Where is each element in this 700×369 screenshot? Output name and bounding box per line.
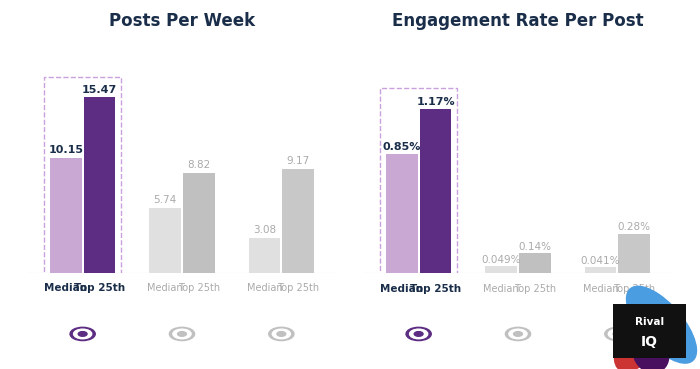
Bar <box>282 169 314 273</box>
Bar <box>380 88 457 294</box>
Text: IQ: IQ <box>640 335 658 349</box>
Text: Top 25th: Top 25th <box>277 283 319 293</box>
Text: 15.47: 15.47 <box>82 85 117 94</box>
Text: Top 25th: Top 25th <box>74 283 125 293</box>
Text: Median: Median <box>44 283 88 293</box>
Bar <box>618 234 650 273</box>
Text: Top 25th: Top 25th <box>613 283 655 294</box>
Text: 0.28%: 0.28% <box>617 222 651 232</box>
Text: 9.17: 9.17 <box>286 156 310 166</box>
Text: 10.15: 10.15 <box>48 145 83 155</box>
Text: 0.85%: 0.85% <box>383 142 421 152</box>
Text: Top 25th: Top 25th <box>514 283 556 294</box>
Bar <box>519 254 551 273</box>
Text: 1.17%: 1.17% <box>416 97 455 107</box>
Bar <box>386 154 418 273</box>
Bar <box>584 267 617 273</box>
Bar <box>485 266 517 273</box>
Text: Median: Median <box>380 283 424 294</box>
Bar <box>183 173 215 273</box>
Text: 5.74: 5.74 <box>153 195 176 205</box>
Text: Posts Per Week: Posts Per Week <box>109 11 255 30</box>
Bar <box>50 158 82 273</box>
Text: 3.08: 3.08 <box>253 225 276 235</box>
Bar <box>44 77 121 293</box>
Bar <box>419 109 452 273</box>
Text: Median: Median <box>147 283 183 293</box>
Text: 8.82: 8.82 <box>188 160 211 170</box>
Text: Median: Median <box>582 283 618 294</box>
Text: Median: Median <box>483 283 519 294</box>
Bar <box>248 238 281 273</box>
Text: Top 25th: Top 25th <box>410 283 461 294</box>
Text: Rival: Rival <box>635 317 664 327</box>
Text: 0.049%: 0.049% <box>482 255 521 265</box>
Bar <box>83 97 116 273</box>
Text: 0.14%: 0.14% <box>519 242 552 252</box>
Text: Engagement Rate Per Post: Engagement Rate Per Post <box>392 11 644 30</box>
Text: Median: Median <box>246 283 282 293</box>
Text: 0.041%: 0.041% <box>581 256 620 266</box>
Bar <box>149 208 181 273</box>
Text: Top 25th: Top 25th <box>178 283 220 293</box>
